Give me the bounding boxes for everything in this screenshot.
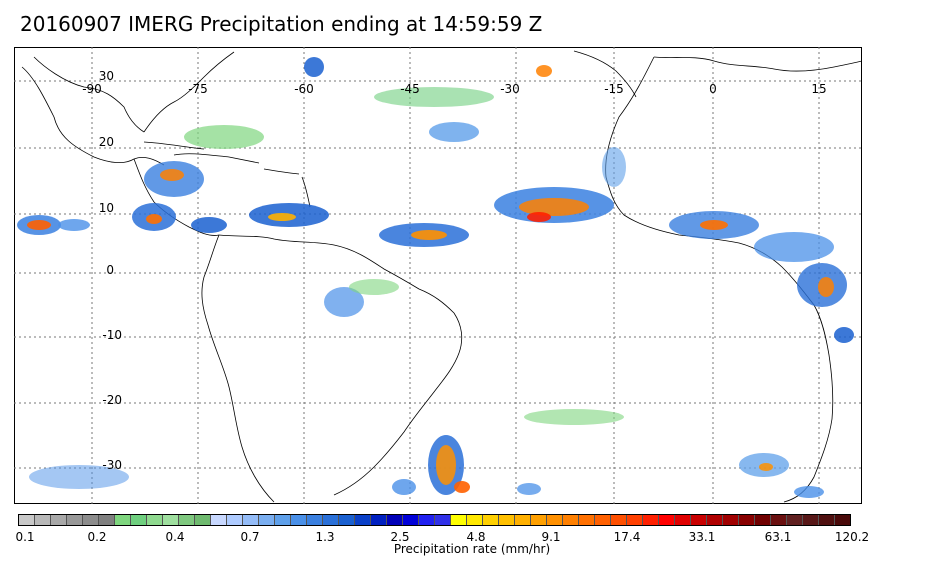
lat-label: 30 — [99, 69, 114, 83]
colorbar-swatch — [403, 515, 419, 525]
colorbar-swatch — [819, 515, 835, 525]
colorbar-swatch — [51, 515, 67, 525]
colorbar-swatch — [275, 515, 291, 525]
lon-label: 0 — [709, 82, 717, 96]
lat-label: -20 — [102, 393, 122, 407]
lon-label: -90 — [82, 82, 102, 96]
colorbar-swatch — [227, 515, 243, 525]
colorbar-swatch — [771, 515, 787, 525]
colorbar-swatch — [35, 515, 51, 525]
colorbar-swatch — [723, 515, 739, 525]
colorbar-swatch — [643, 515, 659, 525]
colorbar-swatch — [755, 515, 771, 525]
lon-label: -30 — [500, 82, 520, 96]
colorbar-tick: 9.1 — [541, 530, 561, 544]
lat-label: -10 — [102, 328, 122, 342]
colorbar-swatch — [451, 515, 467, 525]
colorbar-tick: 0.2 — [87, 530, 107, 544]
colorbar-swatch — [563, 515, 579, 525]
colorbar-swatch — [355, 515, 371, 525]
colorbar-swatch — [835, 515, 850, 525]
colorbar-swatch — [787, 515, 803, 525]
lat-label: 0 — [106, 263, 114, 277]
colorbar-swatch — [19, 515, 35, 525]
colorbar-swatch — [499, 515, 515, 525]
lon-labels: -90 -75 -60 -45 -30 -15 0 15 — [82, 82, 826, 96]
colorbar-swatch — [419, 515, 435, 525]
map-svg: -90 -75 -60 -45 -30 -15 0 15 30 20 10 0 … — [14, 47, 862, 504]
colorbar-swatch — [595, 515, 611, 525]
colorbar-swatch — [675, 515, 691, 525]
colorbar-tick: 120.2 — [834, 530, 870, 544]
colorbar-swatch — [483, 515, 499, 525]
colorbar-swatch — [371, 515, 387, 525]
colorbar-swatch — [659, 515, 675, 525]
colorbar — [18, 514, 851, 526]
colorbar-tick: 17.4 — [613, 530, 641, 544]
colorbar-swatch — [627, 515, 643, 525]
colorbar-swatch — [291, 515, 307, 525]
colorbar-swatch — [243, 515, 259, 525]
lon-label: -60 — [294, 82, 314, 96]
colorbar-swatch — [579, 515, 595, 525]
map-border — [14, 47, 862, 504]
colorbar-tick: 0.1 — [15, 530, 35, 544]
colorbar-swatch — [147, 515, 163, 525]
colorbar-tick: 33.1 — [688, 530, 716, 544]
gridlines — [14, 47, 862, 504]
colorbar-swatch — [115, 515, 131, 525]
colorbar-swatch — [99, 515, 115, 525]
colorbar-swatch — [739, 515, 755, 525]
colorbar-swatch — [195, 515, 211, 525]
precipitation-cells — [17, 57, 854, 498]
colorbar-swatch — [531, 515, 547, 525]
colorbar-swatch — [211, 515, 227, 525]
colorbar-tick: 1.3 — [315, 530, 335, 544]
lat-label: 10 — [99, 201, 114, 215]
lon-label: -15 — [604, 82, 624, 96]
colorbar-swatch — [547, 515, 563, 525]
colorbar-swatch — [323, 515, 339, 525]
colorbar-tick: 0.4 — [165, 530, 185, 544]
colorbar-swatch — [435, 515, 451, 525]
lat-labels: 30 20 10 0 -10 -20 -30 — [99, 69, 122, 472]
colorbar-swatch — [515, 515, 531, 525]
colorbar-swatch — [67, 515, 83, 525]
colorbar-swatch — [131, 515, 147, 525]
colorbar-swatch — [163, 515, 179, 525]
colorbar-title: Precipitation rate (mm/hr) — [393, 542, 551, 556]
colorbar-swatch — [611, 515, 627, 525]
colorbar-swatch — [707, 515, 723, 525]
colorbar-tick: 63.1 — [764, 530, 792, 544]
lon-label: 15 — [811, 82, 826, 96]
colorbar-tick: 0.7 — [240, 530, 260, 544]
colorbar-swatch — [467, 515, 483, 525]
colorbar-tick: 2.5 — [390, 530, 410, 544]
lon-label: -45 — [400, 82, 420, 96]
colorbar-swatch — [691, 515, 707, 525]
lat-label: 20 — [99, 135, 114, 149]
colorbar-swatch — [83, 515, 99, 525]
colorbar-swatch — [307, 515, 323, 525]
lon-label: -75 — [188, 82, 208, 96]
precipitation-map: -90 -75 -60 -45 -30 -15 0 15 30 20 10 0 … — [14, 47, 862, 504]
colorbar-swatch — [387, 515, 403, 525]
colorbar-swatch — [803, 515, 819, 525]
colorbar-swatch — [179, 515, 195, 525]
colorbar-swatch — [259, 515, 275, 525]
colorbar-tick: 4.8 — [466, 530, 486, 544]
colorbar-swatch — [339, 515, 355, 525]
lat-label: -30 — [102, 458, 122, 472]
map-title: 20160907 IMERG Precipitation ending at 1… — [20, 12, 543, 36]
